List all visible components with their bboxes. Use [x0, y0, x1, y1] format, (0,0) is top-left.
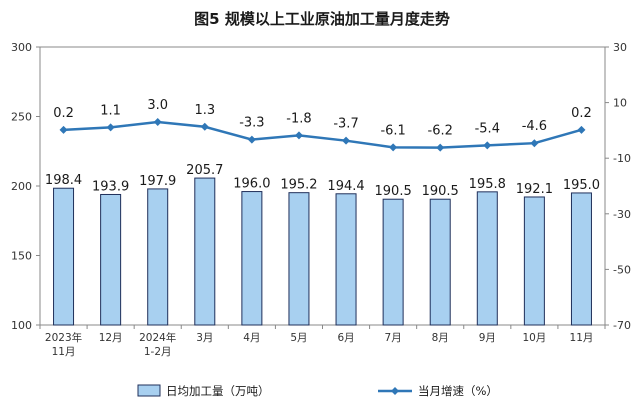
y-left-tick-label: 200	[11, 180, 32, 193]
bar-value-label: 195.8	[469, 177, 506, 192]
y-right-tick-label: 10	[613, 97, 627, 110]
x-tick-label: 7月	[385, 332, 402, 344]
growth-line	[63, 120, 582, 149]
bar-value-label: 195.0	[563, 178, 600, 193]
line-point	[106, 123, 115, 132]
bar-value-label: 197.9	[139, 174, 176, 189]
line-value-label: 1.1	[100, 103, 121, 118]
bar	[335, 193, 357, 326]
line-group: 0.2 1.1 3.0 1.3 -3.3 -1.8 -3.7 -6.1 -6.2 -5.4 -4.6…	[53, 98, 592, 152]
line-point	[389, 143, 398, 152]
bar-value-label: 190.5	[375, 184, 412, 199]
y-left-tick-label: 150	[11, 250, 32, 263]
line-point	[247, 135, 256, 144]
x-tick-label: 3月	[196, 332, 213, 344]
bars-group: 198.4 193.9 197.9 205.7 196.0 195.2 194.4 190.5…	[45, 163, 600, 326]
line-value-label: 3.0	[147, 98, 168, 113]
line-value-label: 0.2	[53, 106, 74, 121]
line-value-label: -3.3	[239, 116, 264, 131]
x-tick-label: 12月	[99, 332, 123, 344]
line-point	[342, 136, 351, 145]
y-right-tick-label: -30	[613, 208, 631, 221]
bar	[100, 193, 122, 326]
bar	[476, 191, 498, 326]
y-right-tick-label: 30	[613, 41, 627, 54]
bar-value-label: 196.0	[233, 177, 270, 192]
bar-value-label: 193.9	[92, 179, 129, 194]
bar	[53, 187, 75, 326]
line-point	[294, 131, 303, 140]
y-right-tick-label: -70	[613, 319, 631, 332]
bar-value-label: 192.1	[516, 182, 553, 197]
x-tick-label: 11月	[570, 332, 594, 344]
bar	[147, 188, 169, 326]
bar	[194, 177, 216, 326]
bar-value-label: 195.2	[280, 178, 317, 193]
x-tick-label: 9月	[479, 332, 496, 344]
y-left-tick-label: 100	[11, 319, 32, 332]
bar-value-label: 190.5	[422, 184, 459, 199]
bar-value-label: 205.7	[186, 163, 223, 178]
y-left-tick-label: 300	[11, 41, 32, 54]
bar	[570, 192, 592, 326]
bar-value-label: 194.4	[327, 179, 364, 194]
line-value-label: -6.2	[428, 124, 453, 139]
x-tick-label: 8月	[432, 332, 449, 344]
line-point	[436, 143, 445, 152]
line-point	[59, 125, 68, 134]
line-point	[530, 139, 539, 148]
legend-line-label: 当月增速（%）	[418, 384, 498, 398]
chart-title: 图5 规模以上工业原油加工量月度走势	[194, 10, 450, 28]
x-tick-label: 10月	[522, 332, 546, 344]
line-point	[153, 118, 162, 127]
bar	[382, 198, 404, 326]
axes-group: 100 150 200 250 300 -70 -50 -30 -10 10 30 2023年 11月 1…	[11, 41, 631, 358]
line-point	[577, 125, 586, 134]
line-point	[200, 122, 209, 131]
y-left-tick-label: 250	[11, 111, 32, 124]
bar	[241, 191, 263, 326]
legend: 日均加工量（万吨） 当月增速（%）	[137, 384, 498, 398]
x-tick-label: 5月	[290, 332, 307, 344]
y-right-tick-label: -50	[613, 263, 631, 276]
legend-bar-swatch	[137, 384, 161, 397]
line-point	[483, 141, 492, 150]
line-value-label: 1.3	[194, 103, 215, 118]
bar-value-label: 198.4	[45, 173, 82, 188]
line-value-label: -4.6	[522, 119, 547, 134]
legend-bar-label: 日均加工量（万吨）	[166, 384, 270, 398]
legend-line-marker	[391, 387, 399, 395]
line-value-label: -5.4	[475, 121, 500, 136]
x-tick-label: 6月	[337, 332, 354, 344]
x-tick-label: 2024年 1-2月	[139, 331, 176, 358]
x-tick-label: 2023年 11月	[45, 331, 82, 358]
line-value-label: -6.1	[380, 123, 405, 138]
line-value-label: 0.2	[571, 106, 592, 121]
y-right-tick-label: -10	[613, 152, 631, 165]
bar	[523, 196, 545, 326]
line-value-label: -3.7	[333, 117, 358, 132]
bar	[429, 198, 451, 326]
line-value-label: -1.8	[286, 111, 311, 126]
x-tick-label: 4月	[243, 332, 260, 344]
bar	[288, 192, 310, 326]
